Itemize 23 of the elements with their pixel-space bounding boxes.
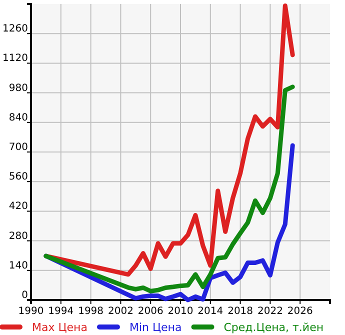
x-tick-label: 2026 [287,306,313,318]
y-tick-label: 560 [8,172,28,183]
y-tick-label: 420 [8,201,28,212]
legend-label: Min Цена [129,321,182,334]
x-tick-label: 1990 [18,306,44,318]
x-tick-label: 2022 [257,306,283,318]
y-tick-label: 840 [8,112,28,124]
legend-label: Max Цена [32,321,88,334]
x-tick-label: 2014 [198,306,224,318]
y-tick-label: 280 [8,230,28,242]
x-tick-label: 2018 [228,306,254,318]
y-tick-label: 980 [8,82,28,94]
x-tick-label: 1998 [78,306,104,318]
y-tick-label: 0 [22,290,28,301]
x-tick-label: 2002 [108,306,134,318]
y-tick-label: 1260 [2,24,28,35]
y-tick-label: 140 [8,260,28,272]
legend-label: Сред.Цена, т.йен [224,321,324,334]
x-tick-label: 2010 [168,306,194,318]
x-tick-label: 2006 [138,306,164,318]
y-tick-label: 1120 [2,53,28,64]
x-tick-label: 1994 [48,306,74,318]
y-tick-label: 700 [8,142,28,153]
